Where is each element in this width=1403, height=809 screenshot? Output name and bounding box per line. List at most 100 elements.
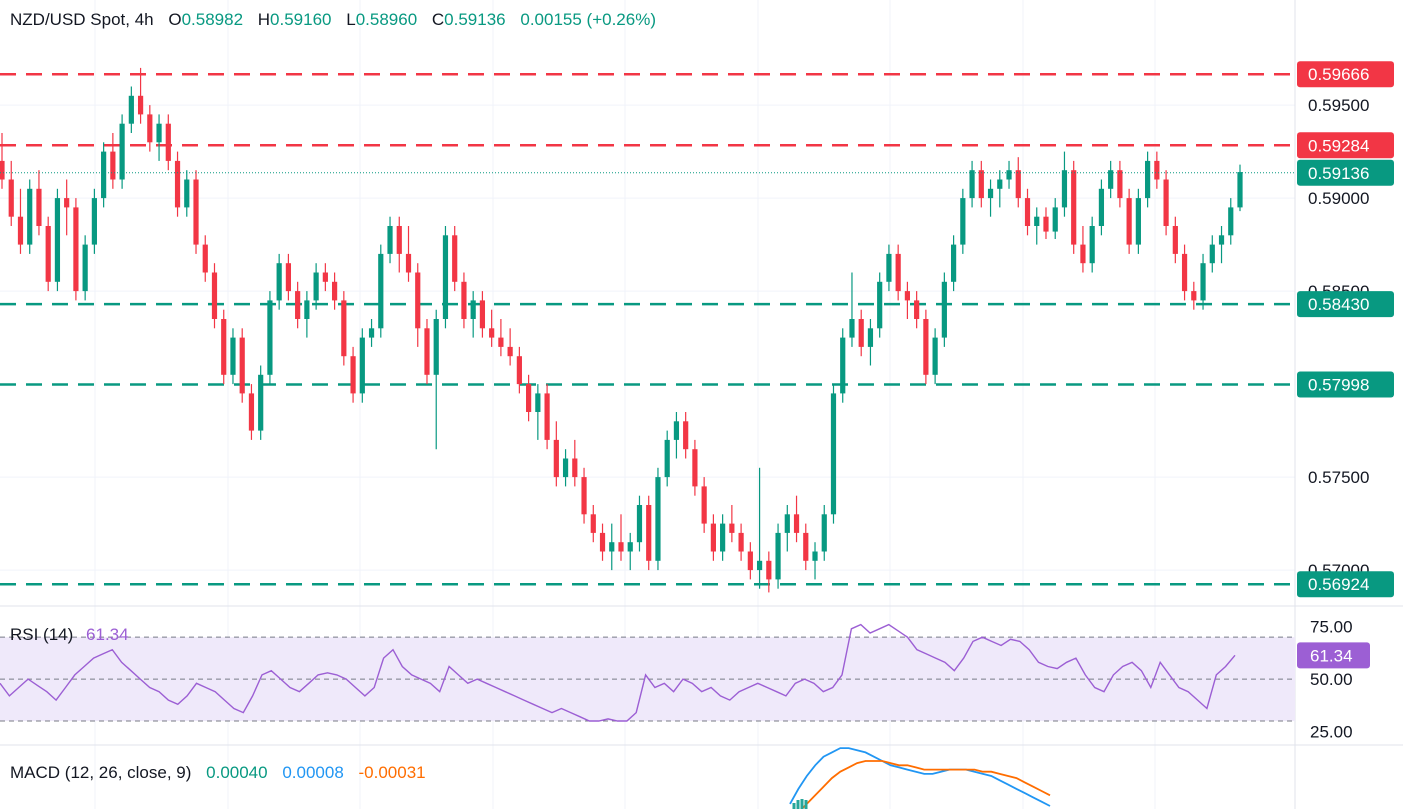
macd-histogram-bar xyxy=(804,800,808,809)
candle-body xyxy=(101,151,107,199)
candle-body xyxy=(738,532,744,552)
macd-series-signal xyxy=(800,760,1051,809)
candle-body xyxy=(82,244,88,292)
candle-body xyxy=(0,160,5,180)
candle-body xyxy=(1015,170,1021,199)
rsi-tick-label: 50.00 xyxy=(1310,670,1353,689)
change-value: 0.00155 (+0.26%) xyxy=(520,10,656,29)
candle-body xyxy=(1135,198,1141,245)
candle-body xyxy=(137,95,144,115)
candle-body xyxy=(784,514,790,533)
candle-body xyxy=(313,272,319,301)
candle-body xyxy=(655,477,661,561)
candle-body xyxy=(997,179,1003,189)
candle-body xyxy=(387,226,393,254)
candle-body xyxy=(1145,160,1151,199)
candle-body xyxy=(221,319,227,375)
candle-body xyxy=(590,514,596,533)
last-price-label: 0.59136 xyxy=(1308,164,1369,183)
price-tick-label: 0.59000 xyxy=(1308,189,1369,208)
candle-body xyxy=(729,523,735,533)
candle-body xyxy=(239,337,245,394)
candle-body xyxy=(507,346,513,357)
candle-body xyxy=(599,532,606,552)
candle-body xyxy=(1043,216,1049,232)
rsi-tick-label: 25.00 xyxy=(1310,723,1353,742)
level-price-tag xyxy=(1297,371,1394,398)
level-price-tag xyxy=(1297,571,1394,598)
rsi-band xyxy=(0,637,1295,722)
candle-body xyxy=(17,216,24,245)
candle-body xyxy=(756,560,763,571)
candle-body xyxy=(119,123,125,180)
low-label: L xyxy=(346,10,355,29)
candle-body xyxy=(553,439,559,478)
candle-body xyxy=(803,532,809,561)
header-legend[interactable]: NZD/USD Spot, 4h O0.58982 H0.59160 L0.58… xyxy=(10,10,656,29)
candle-body xyxy=(8,179,14,217)
candle-body xyxy=(1080,244,1086,264)
candle-body xyxy=(322,272,328,282)
candle-body xyxy=(692,449,698,487)
macd-signal-value: -0.00031 xyxy=(359,763,426,782)
candle-body xyxy=(433,319,439,375)
candle-body xyxy=(479,300,486,329)
candle-body xyxy=(1108,170,1114,189)
macd-line-value: 0.00008 xyxy=(282,763,343,782)
candle-body xyxy=(442,235,449,319)
candle-body xyxy=(36,188,42,226)
candle-body xyxy=(304,300,310,319)
candle-body xyxy=(664,439,670,478)
level-price-label: 0.59666 xyxy=(1308,65,1369,84)
candle-body xyxy=(295,291,301,319)
candle-body xyxy=(193,179,199,245)
candle-body xyxy=(526,384,532,412)
candle-body xyxy=(720,523,726,552)
candle-body xyxy=(248,393,255,431)
candle-body xyxy=(368,328,375,338)
low-value: 0.58960 xyxy=(356,10,417,29)
candle-body xyxy=(572,458,578,478)
candle-body xyxy=(821,514,827,552)
candle-body xyxy=(1098,188,1105,226)
level-price-tag xyxy=(1297,61,1394,88)
rsi-value: 61.34 xyxy=(86,625,129,644)
candle-body xyxy=(267,300,273,375)
candle-body xyxy=(45,226,51,282)
high-value: 0.59160 xyxy=(270,10,331,29)
rsi-title: RSI (14) xyxy=(10,625,73,644)
candle-body xyxy=(1228,207,1234,236)
candle-body xyxy=(636,505,643,543)
macd-legend[interactable]: MACD (12, 26, close, 9) 0.00040 0.00008 … xyxy=(10,763,426,782)
candles xyxy=(0,67,1243,593)
candle-body xyxy=(562,458,569,478)
candle-body xyxy=(156,123,162,143)
candle-body xyxy=(211,272,218,319)
open-label: O xyxy=(168,10,181,29)
rsi-legend[interactable]: RSI (14) 61.34 xyxy=(10,625,129,644)
candle-body xyxy=(683,421,689,450)
price-axis[interactable]: 0.595000.590000.575000.585000.570000.596… xyxy=(1297,61,1394,598)
candle-body xyxy=(1052,207,1058,232)
candle-body xyxy=(867,328,874,347)
candle-body xyxy=(812,551,818,561)
candle-body xyxy=(470,300,476,319)
open-value: 0.58982 xyxy=(182,10,243,29)
candle-body xyxy=(184,179,190,208)
candle-body xyxy=(923,319,929,375)
level-price-label: 0.57998 xyxy=(1308,375,1369,394)
candle-body xyxy=(174,160,181,208)
candle-body xyxy=(405,253,412,273)
candle-body xyxy=(516,356,522,385)
level-price-label: 0.56924 xyxy=(1308,575,1369,594)
candle-body xyxy=(978,170,984,199)
candle-body xyxy=(950,244,957,282)
candle-body xyxy=(54,198,61,282)
candle-body xyxy=(1163,179,1169,226)
candle-body xyxy=(147,114,153,143)
candle-body xyxy=(1191,291,1197,301)
candle-body xyxy=(1154,160,1160,180)
macd-series-macd xyxy=(789,747,1051,807)
last-price-tag xyxy=(1297,159,1394,186)
